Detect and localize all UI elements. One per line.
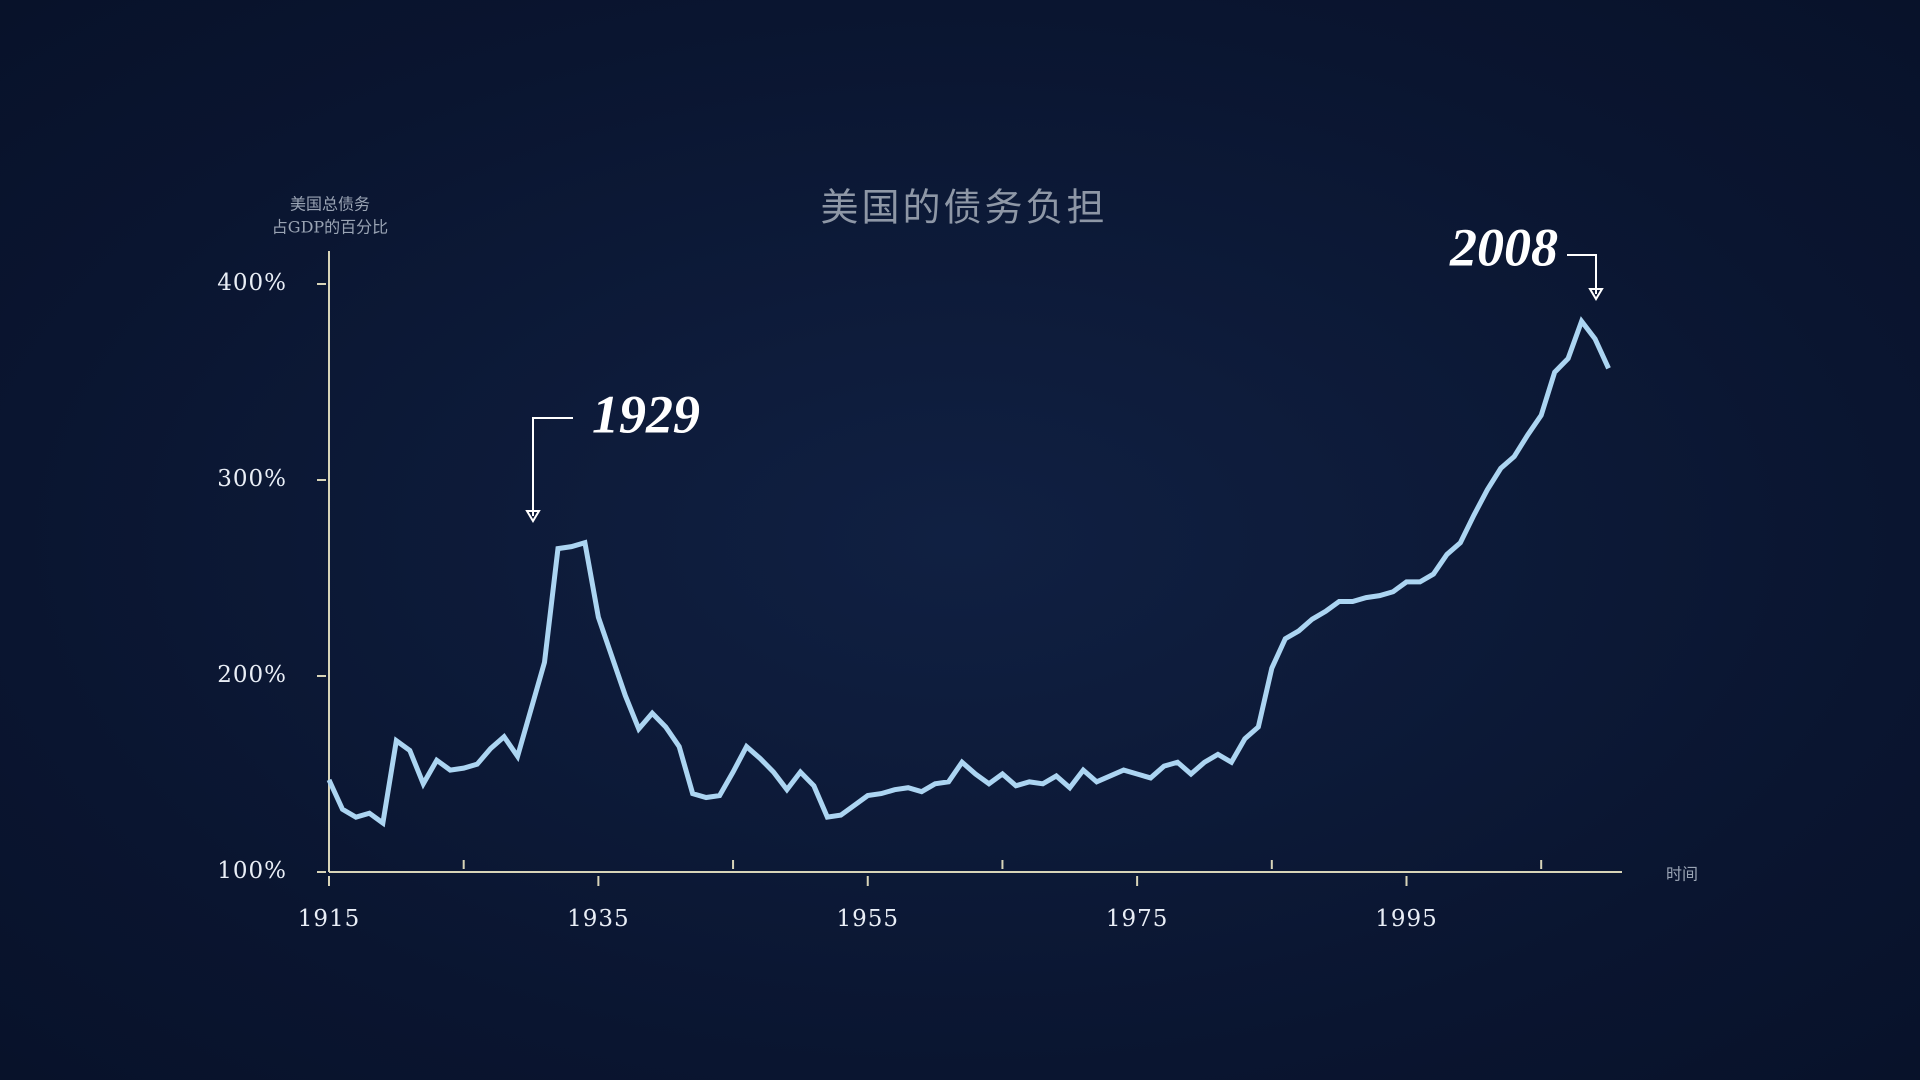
y-tick-label: 200%: [217, 662, 287, 688]
y-tick-label: 400%: [217, 270, 287, 296]
annotation-arrow: [532, 417, 573, 516]
x-tick-label: 1935: [567, 906, 630, 932]
data-line: [326, 316, 1611, 828]
x-axis-label: 时间: [1666, 865, 1698, 884]
chart-title: 美国的债务负担: [820, 186, 1107, 230]
y-axis-label: 美国总债务: [290, 195, 370, 214]
annotation: 1929: [592, 384, 700, 444]
x-tick-label: 1975: [1106, 906, 1169, 932]
x-tick-label: 1995: [1375, 906, 1438, 932]
x-tick-label: 1915: [298, 906, 361, 932]
y-tick-label: 100%: [217, 858, 287, 884]
arrow-head: [1588, 288, 1604, 301]
arrow-head: [525, 510, 541, 523]
y-tick-label: 300%: [217, 466, 287, 492]
annotation: 2008: [1449, 217, 1558, 277]
x-tick-label: 1955: [836, 906, 899, 932]
y-axis-label: 占GDP的百分比: [272, 218, 388, 237]
annotation-arrow: [1567, 254, 1597, 294]
